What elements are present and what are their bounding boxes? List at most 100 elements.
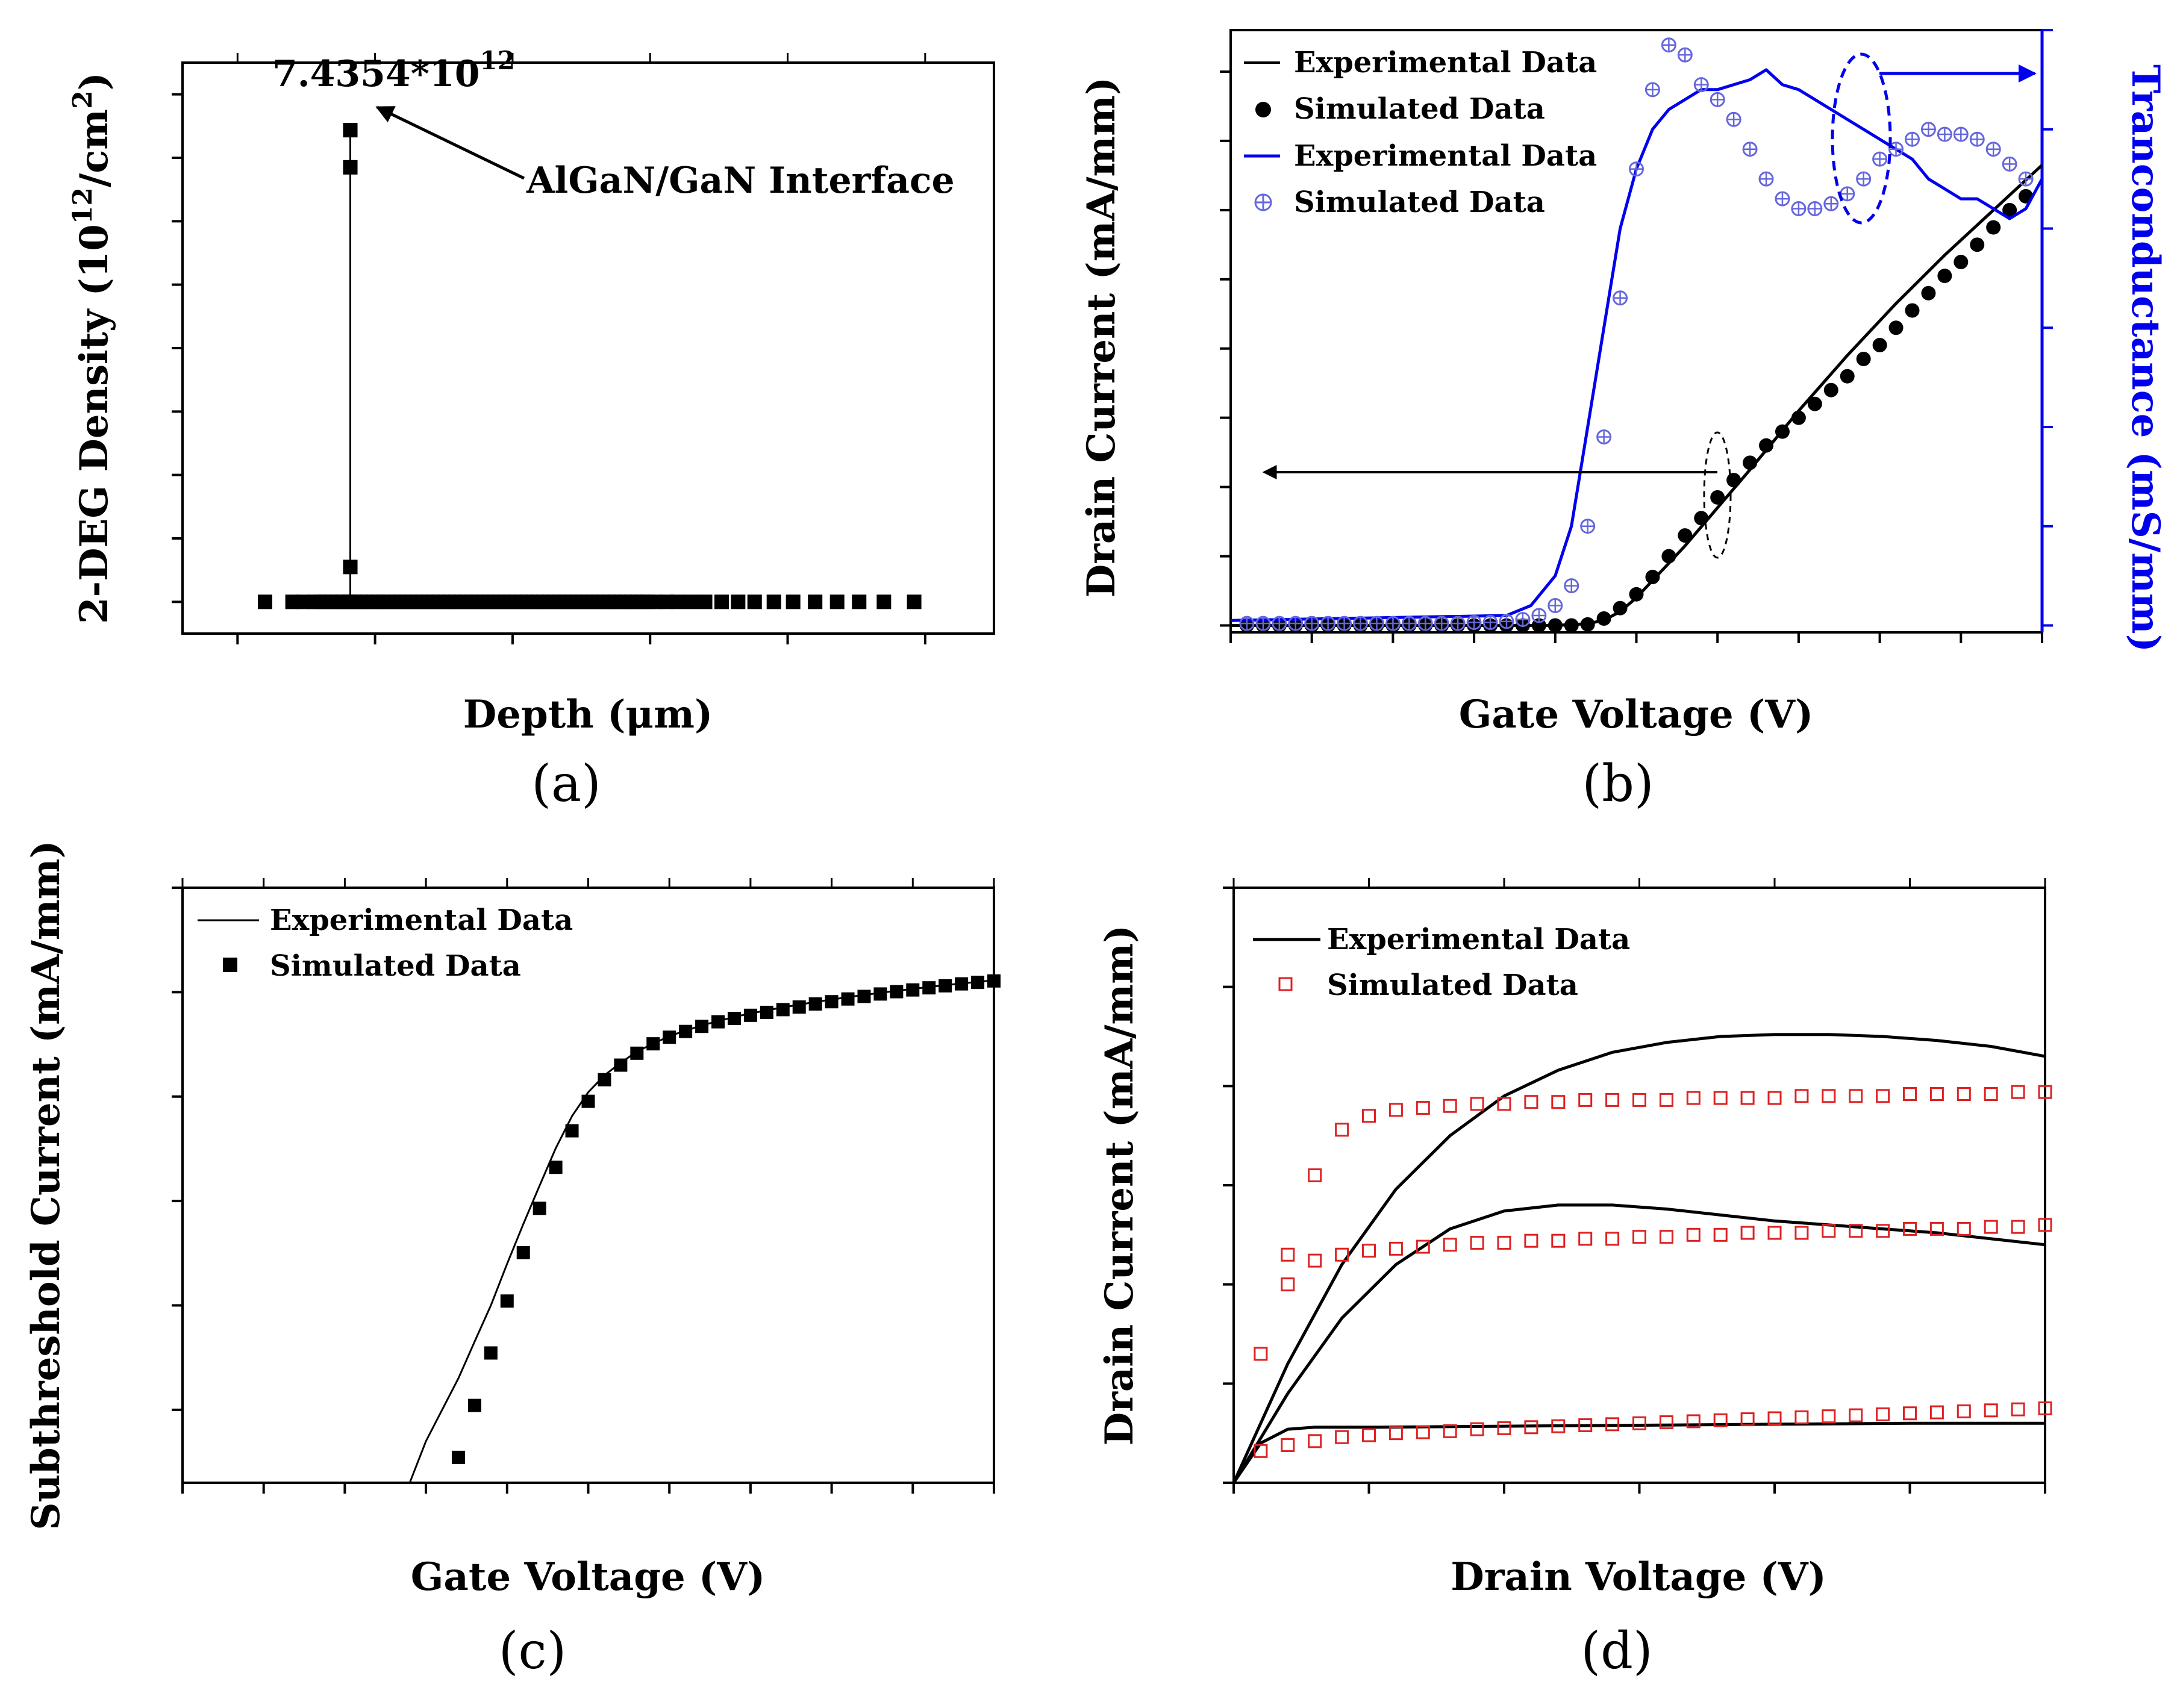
data-point — [873, 987, 887, 1001]
data-point — [841, 992, 855, 1006]
data-point — [1632, 1416, 1646, 1430]
data-point — [825, 995, 839, 1009]
data-point — [727, 1012, 741, 1026]
data-point — [852, 594, 867, 609]
data-point — [1743, 455, 1758, 470]
data-point — [1272, 616, 1287, 631]
data-point — [1434, 616, 1449, 631]
data-point — [890, 985, 904, 999]
data-point — [343, 160, 358, 175]
data-point — [1632, 1230, 1646, 1244]
data-point — [1578, 1092, 1593, 1107]
data-point — [1335, 1430, 1349, 1444]
plot-frame — [181, 61, 995, 635]
data-point — [1823, 196, 1839, 211]
data-point — [1254, 1444, 1268, 1458]
data-point — [1905, 303, 1920, 318]
data-point — [808, 594, 823, 609]
data-point — [1482, 615, 1498, 631]
data-point — [1416, 1101, 1430, 1115]
data-point — [1920, 122, 1936, 137]
data-point — [1849, 1089, 1863, 1103]
data-point — [1304, 616, 1320, 631]
legend-label: Simulated Data — [1327, 968, 1578, 1002]
data-point — [343, 559, 358, 575]
data-point — [343, 123, 358, 138]
legend: Experimental Data Simulated Data — [1253, 923, 1630, 1002]
data-point — [876, 594, 892, 609]
legend-swatch-simulated-black — [1255, 102, 1271, 117]
data-point — [1876, 1407, 1890, 1421]
data-point — [2011, 1402, 2025, 1417]
legend: Experimental Data Simulated Data Experim… — [1244, 46, 1597, 219]
data-point — [1953, 126, 1969, 142]
legend-swatch-simulated — [1278, 977, 1293, 991]
peak-label: 7.4354*1012 — [272, 46, 515, 95]
legend: Experimental Data Simulated Data — [198, 903, 573, 983]
data-point — [614, 1058, 628, 1072]
data-point — [1524, 1233, 1538, 1248]
panel-caption: (a) — [531, 754, 601, 813]
data-point — [1548, 598, 1563, 614]
data-point — [1466, 615, 1482, 631]
data-point — [2018, 171, 2034, 187]
data-point — [296, 594, 311, 609]
tick-marks — [172, 53, 926, 644]
data-point — [1849, 1408, 1863, 1423]
data-point — [747, 594, 762, 609]
data-point — [1308, 1168, 1322, 1183]
data-point — [1758, 171, 1774, 187]
x-axis-label: Gate Voltage (V) — [1459, 692, 1813, 737]
data-point — [1281, 1247, 1295, 1262]
data-point — [1416, 1239, 1430, 1254]
data-point — [1580, 617, 1595, 632]
data-point — [1308, 1434, 1322, 1448]
data-point — [987, 974, 1001, 988]
data-point — [1686, 1091, 1701, 1105]
data-point — [1605, 1092, 1620, 1107]
data-point — [857, 990, 871, 1003]
data-point — [1957, 1404, 1971, 1418]
data-point — [1849, 1224, 1863, 1238]
data-point — [1957, 1221, 1971, 1236]
data-point — [711, 1015, 725, 1029]
data-point — [1856, 351, 1871, 366]
data-point — [1497, 1421, 1511, 1435]
data-point — [1693, 77, 1709, 93]
data-point — [1984, 1087, 1998, 1102]
series-line — [1232, 1421, 2045, 1484]
panel-d: Experimental Data Simulated Data Drain V… — [1097, 878, 2052, 1680]
data-point — [1823, 382, 1838, 397]
data-point — [731, 594, 746, 609]
data-point — [698, 594, 713, 609]
series-line — [1231, 164, 2043, 627]
legend-swatch-simulated-blue — [1254, 193, 1272, 211]
data-marks — [257, 123, 922, 609]
data-point — [1822, 1409, 1836, 1424]
data-point — [516, 1245, 530, 1259]
data-point — [1888, 142, 1904, 157]
data-point — [1929, 1405, 1944, 1420]
data-point — [1903, 1406, 1917, 1421]
data-point — [1255, 616, 1271, 631]
data-point — [1957, 1087, 1971, 1102]
data-point — [1767, 1091, 1782, 1105]
data-point — [1515, 612, 1531, 628]
panel-caption: (d) — [1581, 1621, 1652, 1680]
data-point — [1970, 237, 1985, 252]
data-point — [1710, 490, 1725, 505]
data-point — [1564, 578, 1579, 594]
data-point — [1903, 1087, 1917, 1102]
panel-a: 7.4354*1012 AlGaN/GaN Interface Depth (μ… — [67, 46, 995, 813]
series-line — [1230, 68, 2044, 622]
data-point — [1876, 1224, 1890, 1238]
data-point — [533, 1202, 546, 1215]
y-axis-label: Drain Current (mA/mm) — [1097, 925, 1142, 1446]
data-point — [714, 594, 729, 609]
data-point — [1281, 1277, 1295, 1292]
data-point — [1904, 131, 1920, 147]
data-point — [1822, 1224, 1836, 1238]
data-point — [1984, 1403, 1998, 1418]
tick-marks — [1220, 29, 2053, 643]
